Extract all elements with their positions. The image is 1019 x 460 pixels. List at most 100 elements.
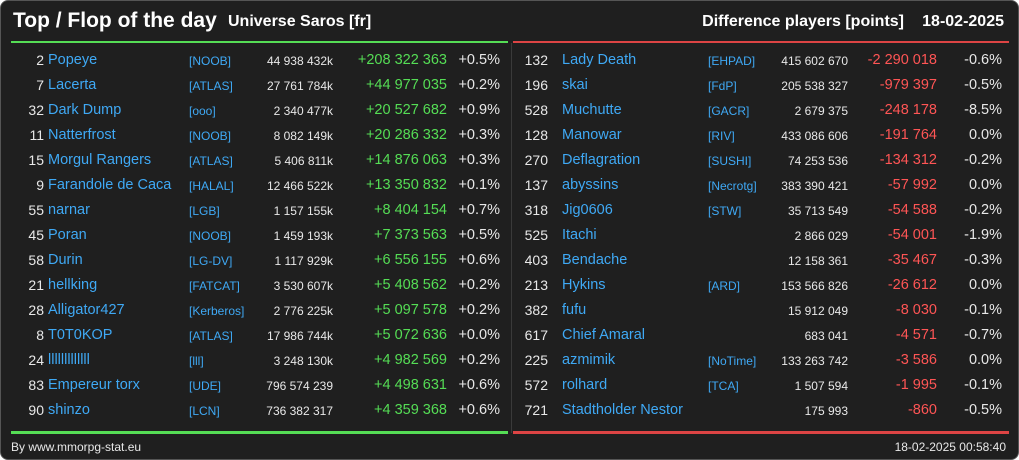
player-name-link[interactable]: Morgul Rangers xyxy=(48,152,152,168)
player-rank: 21 xyxy=(28,277,44,293)
player-points: 736 382 317 xyxy=(266,404,333,418)
alliance-tag-link[interactable]: [ARD] xyxy=(708,279,741,293)
footer-timestamp: 18-02-2025 00:58:40 xyxy=(894,440,1006,454)
points-delta: +13 350 832 xyxy=(365,177,447,193)
header-date: 18-02-2025 xyxy=(922,13,1004,30)
alliance-tag-link[interactable]: [ooo] xyxy=(189,104,216,118)
player-points: 796 574 239 xyxy=(266,379,333,393)
player-name-link[interactable]: Lacerta xyxy=(48,77,97,93)
player-name-link[interactable]: Lady Death xyxy=(562,52,637,68)
player-name-link[interactable]: Farandole de Caca xyxy=(48,177,172,193)
points-delta: -134 312 xyxy=(879,152,937,168)
alliance-tag-link[interactable]: [GACR] xyxy=(708,104,750,118)
player-name-link[interactable]: shinzo xyxy=(48,402,90,418)
player-name-link[interactable]: Poran xyxy=(48,227,87,243)
player-name-link[interactable]: T0T0KOP xyxy=(48,327,113,343)
source-link[interactable]: By www.mmorpg-stat.eu xyxy=(11,440,142,454)
alliance-tag-link[interactable]: [STW] xyxy=(708,204,742,218)
alliance-tag-link[interactable]: [EHPAD] xyxy=(708,54,756,68)
flop-row: 403 Bendache 12 158 361 -35 467 -0.3% xyxy=(521,249,1018,274)
player-points: 175 993 xyxy=(804,404,848,418)
player-name-link[interactable]: Chief Amaral xyxy=(562,327,646,343)
alliance-tag-link[interactable]: [NOOB] xyxy=(189,229,232,243)
alliance-tag-link[interactable]: [NOOB] xyxy=(189,129,232,143)
player-name-link[interactable]: narnar xyxy=(48,202,90,218)
top-bottom-bar xyxy=(11,431,508,434)
alliance-tag-link[interactable]: [RIV] xyxy=(708,129,735,143)
alliance-tag-link[interactable]: [ATLAS] xyxy=(189,154,233,168)
player-points: 1 459 193k xyxy=(273,229,333,243)
player-name-link[interactable]: skai xyxy=(562,77,588,93)
percent-change: +0.0% xyxy=(458,327,500,343)
metric-label: Difference players [points] xyxy=(702,13,904,30)
alliance-tag-link[interactable]: [FdP] xyxy=(708,79,737,93)
top-row: 28 Alligator427 [Kerberos] 2 776 225k +5 097… xyxy=(11,299,509,324)
player-rank: 28 xyxy=(28,302,44,318)
player-name-link[interactable]: Alligator427 xyxy=(48,302,125,318)
percent-change: +0.2% xyxy=(458,77,500,93)
player-name-link[interactable]: Deflagration xyxy=(562,152,641,168)
alliance-tag-link[interactable]: [ATLAS] xyxy=(189,79,233,93)
top-row: 83 Empereur torx [UDE] 796 574 239 +4 498 63… xyxy=(11,374,509,399)
player-name-link[interactable]: azmimik xyxy=(562,352,616,368)
alliance-tag-link[interactable]: [HALAL] xyxy=(189,179,234,193)
alliance-tag-link[interactable]: [ATLAS] xyxy=(189,329,233,343)
player-name-link[interactable]: Durin xyxy=(48,252,83,268)
alliance-tag-link[interactable]: [NOOB] xyxy=(189,54,232,68)
player-rank: 2 xyxy=(36,52,44,68)
player-name-link[interactable]: abyssins xyxy=(562,177,619,193)
points-delta: +5 097 578 xyxy=(374,302,447,318)
alliance-tag-link[interactable]: [LGB] xyxy=(189,204,220,218)
player-name-link[interactable]: Muchutte xyxy=(562,102,622,118)
flop-row: 572 rolhard [TCA] 1 507 594 -1 995 -0.1% xyxy=(521,374,1018,399)
player-name-link[interactable]: lllllllllllll xyxy=(48,352,90,368)
column-divider xyxy=(511,43,512,433)
percent-change: 0.0% xyxy=(968,277,1002,293)
points-delta: +20 286 332 xyxy=(365,127,447,143)
percent-change: -0.1% xyxy=(964,377,1002,393)
alliance-tag-link[interactable]: [Necrotg] xyxy=(708,179,757,193)
alliance-tag-link[interactable]: [UDE] xyxy=(189,379,222,393)
player-rank: 24 xyxy=(28,352,44,368)
alliance-tag-link[interactable]: [lll] xyxy=(189,354,204,368)
player-points: 15 912 049 xyxy=(787,304,848,318)
flop-row: 528 Muchutte [GACR] 2 679 375 -248 178 -8.5% xyxy=(521,99,1018,124)
player-name-link[interactable]: hellking xyxy=(48,277,98,293)
points-delta: +44 977 035 xyxy=(365,77,447,93)
page-title: Top / Flop of the day xyxy=(13,9,217,32)
alliance-tag-link[interactable]: [LCN] xyxy=(189,404,220,418)
player-name-link[interactable]: Manowar xyxy=(562,127,622,143)
percent-change: +0.6% xyxy=(458,252,500,268)
player-points: 1 157 155k xyxy=(273,204,333,218)
player-name-link[interactable]: Bendache xyxy=(562,252,628,268)
points-delta: -57 992 xyxy=(887,177,937,193)
player-rank: 132 xyxy=(524,52,548,68)
alliance-tag-link[interactable]: [SUSHI] xyxy=(708,154,752,168)
alliance-tag-link[interactable]: [TCA] xyxy=(708,379,739,393)
percent-change: +0.6% xyxy=(458,377,500,393)
alliance-tag-link[interactable]: [NoTime] xyxy=(708,354,757,368)
flop-list: 132 Lady Death [EHPAD] 415 602 670 -2 290 01… xyxy=(521,49,1018,424)
percent-change: +0.7% xyxy=(458,202,500,218)
player-points: 3 530 607k xyxy=(273,279,333,293)
player-points: 415 602 670 xyxy=(781,54,848,68)
player-name-link[interactable]: Natterfrost xyxy=(48,127,116,143)
player-name-link[interactable]: Dark Dump xyxy=(48,102,122,118)
alliance-tag-link[interactable]: [LG-DV] xyxy=(189,254,233,268)
player-points: 2 776 225k xyxy=(273,304,333,318)
player-name-link[interactable]: Jig0606 xyxy=(562,202,613,218)
alliance-tag-link[interactable]: [FATCAT] xyxy=(189,279,240,293)
flop-row: 382 fufu 15 912 049 -8 030 -0.1% xyxy=(521,299,1018,324)
player-name-link[interactable]: Itachi xyxy=(562,227,597,243)
player-name-link[interactable]: Stadtholder Nestor xyxy=(562,402,683,418)
points-delta: +4 982 569 xyxy=(374,352,447,368)
player-name-link[interactable]: Popeye xyxy=(48,52,98,68)
flop-row: 318 Jig0606 [STW] 35 713 549 -54 588 -0.2% xyxy=(521,199,1018,224)
player-rank: 9 xyxy=(36,177,44,193)
player-name-link[interactable]: Empereur torx xyxy=(48,377,140,393)
alliance-tag-link[interactable]: [Kerberos] xyxy=(189,304,245,318)
player-name-link[interactable]: rolhard xyxy=(562,377,608,393)
points-delta: -1 995 xyxy=(895,377,937,393)
player-name-link[interactable]: Hykins xyxy=(562,277,606,293)
player-name-link[interactable]: fufu xyxy=(562,302,587,318)
